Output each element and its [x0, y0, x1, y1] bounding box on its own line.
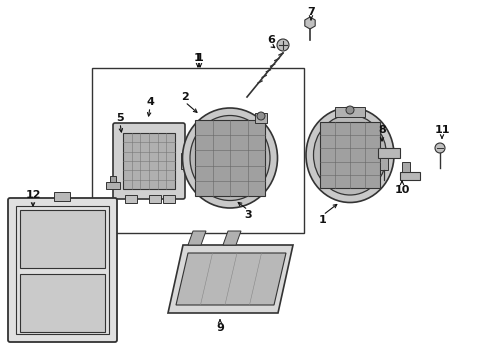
- Ellipse shape: [306, 108, 394, 202]
- Polygon shape: [168, 245, 293, 313]
- Text: 9: 9: [216, 323, 224, 333]
- Circle shape: [346, 106, 354, 114]
- FancyBboxPatch shape: [8, 198, 117, 342]
- FancyBboxPatch shape: [113, 123, 185, 199]
- Text: 7: 7: [307, 7, 315, 17]
- Bar: [195, 120, 265, 196]
- Text: 1: 1: [319, 215, 327, 225]
- Polygon shape: [188, 231, 206, 245]
- Text: 8: 8: [378, 125, 386, 135]
- Text: 6: 6: [267, 35, 275, 45]
- Bar: [20, 210, 105, 268]
- Bar: [320, 122, 380, 188]
- Bar: [402, 162, 410, 172]
- Text: 12: 12: [25, 190, 41, 200]
- Text: 2: 2: [181, 92, 189, 102]
- Circle shape: [257, 112, 265, 120]
- Bar: [125, 195, 137, 203]
- Bar: [335, 107, 365, 117]
- Bar: [20, 274, 105, 332]
- Bar: [255, 113, 267, 123]
- Bar: [16, 206, 109, 334]
- Bar: [163, 195, 175, 203]
- Circle shape: [435, 143, 445, 153]
- Ellipse shape: [314, 115, 387, 195]
- Bar: [400, 172, 420, 180]
- Bar: [380, 158, 388, 170]
- Polygon shape: [176, 253, 286, 305]
- Bar: [110, 176, 116, 182]
- Polygon shape: [223, 231, 241, 245]
- Bar: [106, 182, 120, 189]
- Text: 10: 10: [394, 185, 410, 195]
- Text: 1: 1: [196, 53, 204, 63]
- Bar: [378, 148, 400, 158]
- Bar: [123, 133, 175, 189]
- Bar: [54, 192, 70, 201]
- Ellipse shape: [182, 108, 277, 208]
- Text: 5: 5: [116, 113, 124, 123]
- Text: 4: 4: [146, 97, 154, 107]
- Text: 1: 1: [194, 53, 202, 63]
- Text: 11: 11: [434, 125, 450, 135]
- Bar: [92, 68, 304, 233]
- Bar: [181, 153, 191, 169]
- Text: 3: 3: [244, 210, 252, 220]
- Circle shape: [277, 39, 289, 51]
- Bar: [149, 195, 161, 203]
- Ellipse shape: [190, 116, 270, 201]
